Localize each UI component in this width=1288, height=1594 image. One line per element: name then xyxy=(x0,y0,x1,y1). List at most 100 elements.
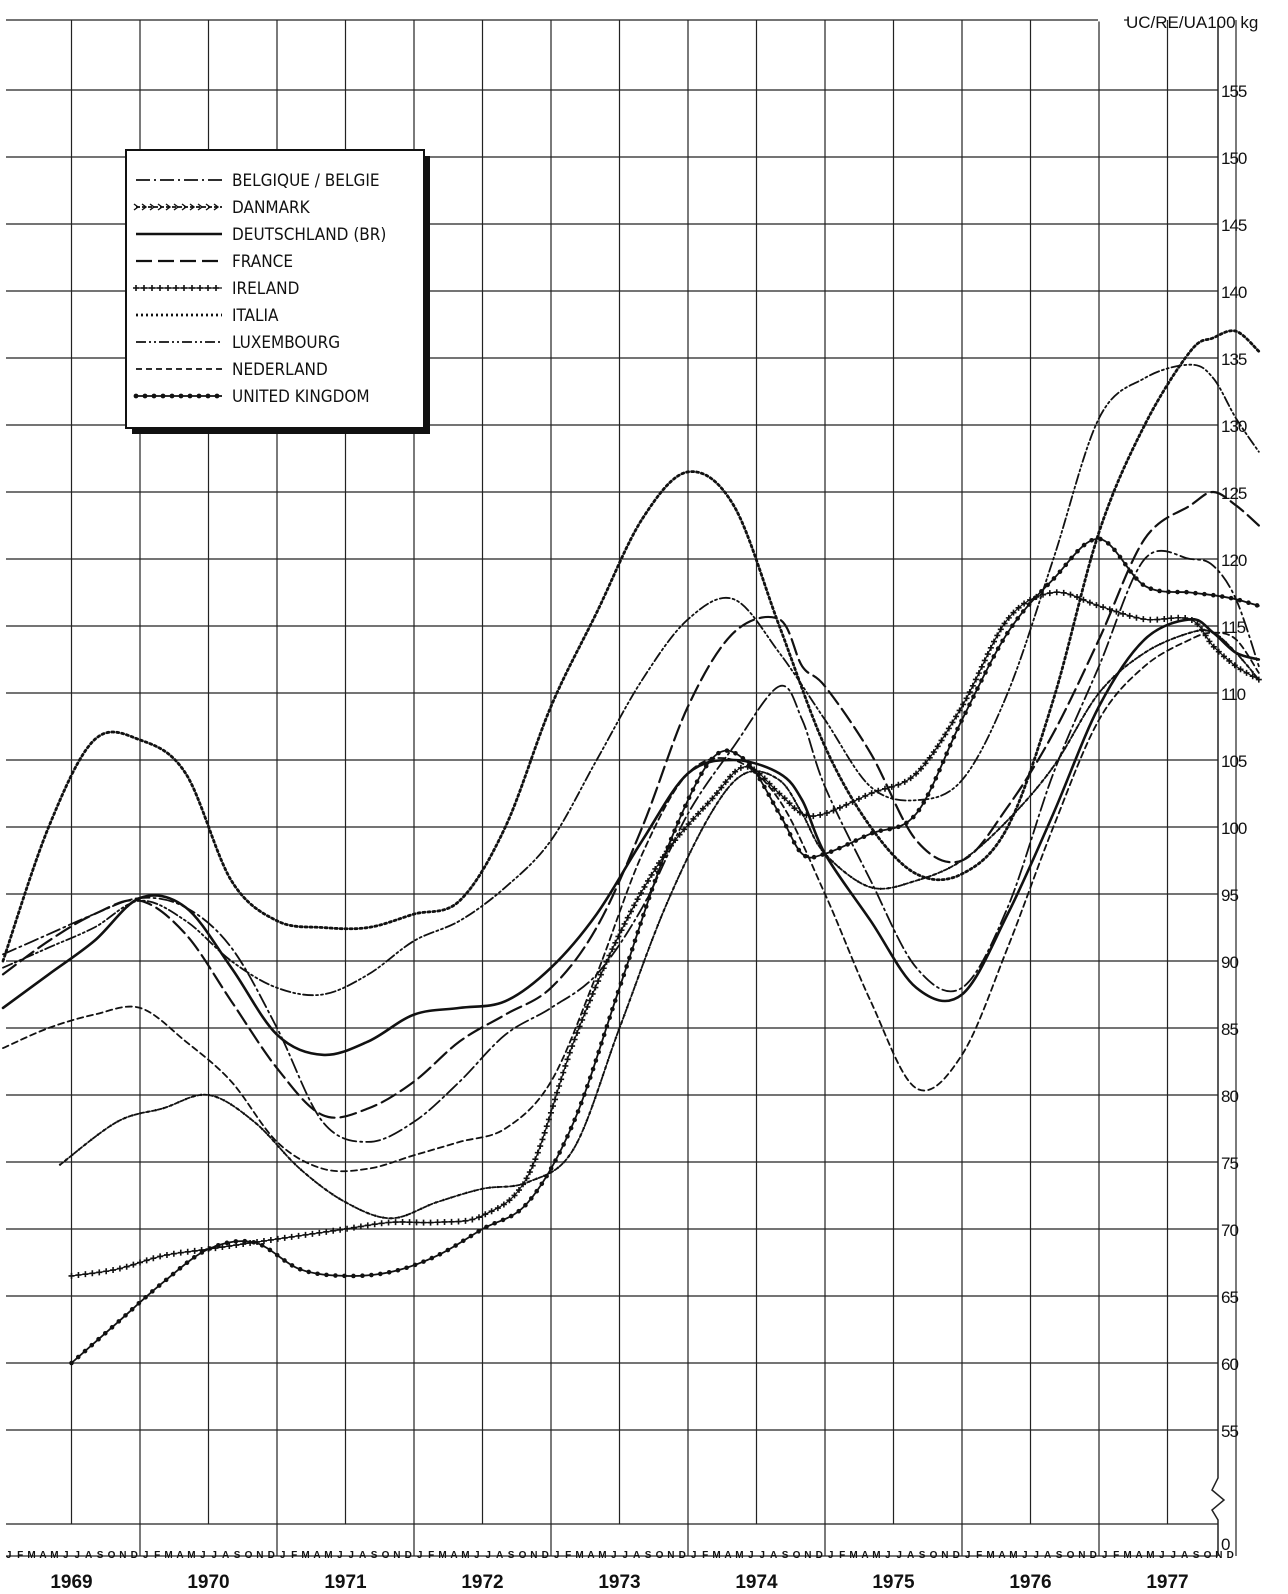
series-marker xyxy=(791,840,797,845)
series-marker xyxy=(333,1273,338,1278)
y-tick-label: 90 xyxy=(1221,953,1238,972)
x-month-label: M xyxy=(27,1550,35,1561)
legend-swatch-marker xyxy=(178,393,184,399)
series-marker xyxy=(945,725,952,732)
x-month-label: S xyxy=(645,1550,652,1561)
x-month-label: A xyxy=(222,1550,229,1561)
series-marker xyxy=(267,1236,274,1243)
series-marker xyxy=(910,814,916,820)
series-marker xyxy=(1243,669,1250,676)
series-marker xyxy=(572,1148,575,1151)
x-month-label: A xyxy=(359,1550,366,1561)
series-marker xyxy=(90,1138,93,1141)
series-marker xyxy=(1255,676,1262,683)
x-month-label: J xyxy=(1033,1550,1039,1561)
x-month-label: J xyxy=(63,1550,69,1561)
x-year-label: 1977 xyxy=(1146,1572,1188,1593)
series-marker xyxy=(162,1106,165,1110)
x-month-label: A xyxy=(176,1550,183,1561)
series-marker xyxy=(68,1272,75,1279)
series-marker xyxy=(975,686,980,691)
series-marker xyxy=(963,695,970,702)
series-marker xyxy=(199,1093,203,1097)
x-month-label: S xyxy=(1056,1550,1063,1561)
series-marker xyxy=(392,1219,399,1226)
series-marker xyxy=(177,1101,180,1104)
series-marker xyxy=(1220,653,1227,660)
series-marker xyxy=(711,808,715,811)
series-marker xyxy=(888,783,895,790)
series-marker xyxy=(692,843,696,847)
series-marker xyxy=(395,1267,401,1273)
series-marker xyxy=(1254,603,1260,608)
series-marker xyxy=(593,1096,597,1100)
series-marker xyxy=(207,1093,211,1097)
series-marker xyxy=(742,772,746,776)
series-marker xyxy=(862,792,869,799)
x-month-label: J xyxy=(1022,1550,1028,1561)
series-marker xyxy=(707,815,711,818)
series-marker xyxy=(1010,623,1015,628)
series-marker xyxy=(855,795,862,802)
series-marker xyxy=(637,890,644,897)
series-marker xyxy=(762,784,767,790)
x-month-label: O xyxy=(656,1550,664,1561)
legend: BELGIQUE / BELGIE DANMARK DEUTSCHLAND (BR)… xyxy=(125,149,430,434)
x-year-label: 1970 xyxy=(187,1572,229,1593)
series-marker xyxy=(1046,590,1053,597)
series-italia xyxy=(1,329,1261,963)
series-marker xyxy=(812,835,815,838)
series-marker xyxy=(506,1197,513,1204)
series-marker xyxy=(896,824,901,830)
series-belgique-belgie xyxy=(2,549,1260,1143)
series-marker xyxy=(978,663,985,670)
series-marker xyxy=(606,952,613,959)
series-marker xyxy=(593,1058,599,1063)
series-marker xyxy=(724,748,730,753)
x-month-label: O xyxy=(245,1550,253,1561)
y-tick-label: 120 xyxy=(1221,551,1247,570)
legend-label: DEUTSCHLAND (BR) xyxy=(232,225,386,245)
series-marker xyxy=(316,1229,323,1236)
series-marker xyxy=(722,779,729,786)
series-marker xyxy=(547,1109,554,1116)
x-month-label: M xyxy=(849,1550,857,1561)
y-tick-label: 75 xyxy=(1221,1154,1238,1173)
series-marker xyxy=(628,998,632,1002)
series-marker xyxy=(233,1239,239,1244)
series-marker xyxy=(554,1089,561,1096)
series-marker xyxy=(599,1081,602,1085)
series-marker xyxy=(520,1181,527,1188)
series-marker xyxy=(620,1021,623,1024)
series-marker xyxy=(750,770,753,773)
series-marker xyxy=(1005,614,1012,621)
series-marker xyxy=(672,837,679,844)
series-marker xyxy=(1075,726,1079,729)
series-marker xyxy=(658,861,664,867)
series-marker xyxy=(720,795,723,798)
x-month-label: F xyxy=(428,1550,434,1561)
series-marker xyxy=(636,976,640,979)
series-marker xyxy=(1074,594,1081,601)
series-marker xyxy=(420,1219,427,1226)
x-year-label: 1972 xyxy=(461,1572,503,1593)
series-marker xyxy=(672,887,675,890)
series-marker xyxy=(938,737,945,744)
series-marker xyxy=(170,1271,176,1277)
series-marker xyxy=(1086,599,1093,606)
series-marker xyxy=(771,785,778,792)
legend-swatch-marker xyxy=(142,393,148,399)
series-marker xyxy=(344,1225,351,1232)
series-marker xyxy=(575,1141,579,1144)
x-month-label: J xyxy=(485,1550,491,1561)
series-marker xyxy=(1202,591,1207,597)
series-marker xyxy=(434,1201,438,1204)
series-marker xyxy=(488,1208,495,1215)
series-marker xyxy=(261,1127,264,1131)
series-marker xyxy=(681,826,688,833)
series-marker xyxy=(1140,582,1146,587)
series-marker xyxy=(1181,634,1184,637)
x-month-label: D xyxy=(816,1550,823,1561)
legend-swatch-marker xyxy=(157,203,164,211)
series-marker xyxy=(983,670,988,675)
